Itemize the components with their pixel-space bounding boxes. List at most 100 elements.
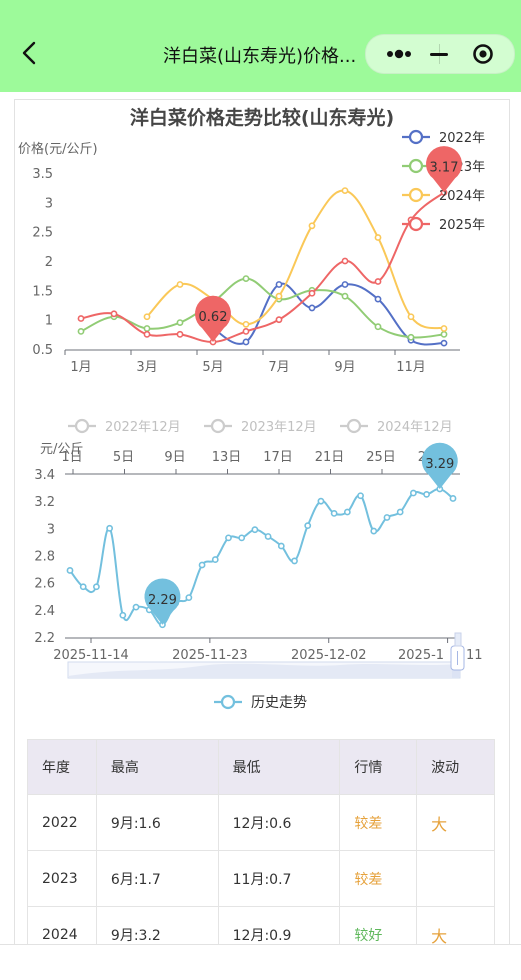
chart2-point bbox=[277, 542, 285, 550]
chart1-point bbox=[143, 325, 151, 332]
chart1-xtick: 9月 bbox=[334, 360, 355, 375]
chart1-point bbox=[143, 330, 151, 338]
chart1-point bbox=[143, 313, 151, 321]
chart1-point bbox=[440, 330, 448, 338]
chart2-bottom-legend[interactable]: 历史走势 bbox=[214, 694, 307, 711]
header-volatility: 波动 bbox=[416, 739, 495, 795]
chart1-xtick: 5月 bbox=[202, 360, 223, 375]
chart2-top-legend[interactable]: 2022年12月 2023年12月 2024年12月 bbox=[68, 418, 453, 435]
chart2-point bbox=[106, 524, 114, 532]
chart2-min-marker-pin bbox=[144, 578, 181, 625]
chart1-point bbox=[374, 278, 382, 285]
chart1-point bbox=[440, 339, 448, 347]
chart2-point bbox=[66, 567, 74, 574]
top-nav-bar: 洋白菜(山东寿光)价格... bbox=[0, 0, 521, 92]
chart2-point bbox=[132, 603, 140, 611]
chart2-ytick: 2.6 bbox=[34, 577, 55, 592]
chart1-point bbox=[308, 289, 316, 297]
chart1-series-line-3 bbox=[80, 191, 445, 343]
chart2-day-tick: 21日 bbox=[315, 450, 345, 465]
chart2-point bbox=[211, 556, 219, 563]
chart2-point bbox=[304, 522, 312, 530]
cell-year: 2022 bbox=[27, 794, 97, 851]
chart2-day-tick: 1日 bbox=[61, 450, 82, 465]
chart2-top-legend-label: 2023年12月 bbox=[241, 420, 317, 435]
chart1-legend-dot bbox=[408, 158, 424, 174]
cell-year: 2023 bbox=[27, 850, 97, 907]
chart2-ylabel: 元/公斤 bbox=[40, 442, 83, 457]
header-trend: 行情 bbox=[339, 739, 418, 795]
data-zoom-slider[interactable] bbox=[67, 632, 465, 679]
chart1-point bbox=[374, 323, 382, 331]
chart1-point bbox=[242, 327, 250, 335]
chart1-point bbox=[407, 333, 415, 341]
chart2-point bbox=[343, 508, 351, 516]
chart1-xtick: 3月 bbox=[136, 360, 157, 375]
cell-high: 9月:1.6 bbox=[95, 794, 219, 851]
chart2-top-legend-dot bbox=[74, 418, 90, 434]
chart1-series-line-2 bbox=[146, 189, 445, 330]
chart1-ytick: 1 bbox=[45, 314, 53, 329]
chart2-max-marker-label: 3.29 bbox=[425, 457, 454, 472]
chart2-ytick: 2.2 bbox=[34, 631, 55, 646]
chart2-date-tick: 2025-11-23 bbox=[172, 648, 248, 663]
close-target-icon[interactable] bbox=[472, 43, 494, 65]
chart1-point bbox=[77, 327, 85, 335]
chart2-point bbox=[449, 495, 457, 502]
chart2-ytick: 2.8 bbox=[34, 550, 55, 565]
chart1-legend-dot bbox=[408, 187, 424, 203]
chart1-ytick: 2.5 bbox=[32, 226, 53, 241]
chart2-min-marker-label: 2.29 bbox=[148, 593, 177, 608]
chart1-point bbox=[242, 275, 250, 282]
cell-trend: 较差 bbox=[339, 794, 418, 851]
chart1-point bbox=[341, 292, 349, 300]
page-title: 洋白菜(山东寿光)价格... bbox=[163, 46, 357, 67]
chart2-top-legend-label: 2024年12月 bbox=[377, 420, 453, 435]
more-dots-icon[interactable] bbox=[380, 45, 424, 63]
cell-volatility bbox=[416, 850, 495, 907]
chart1-legend-dot bbox=[408, 216, 424, 232]
chart1-xtick: 7月 bbox=[268, 360, 289, 375]
chart2-point bbox=[225, 534, 232, 542]
header-year: 年度 bbox=[27, 739, 97, 795]
chart2-point bbox=[317, 497, 325, 505]
chart2-day-tick: 17日 bbox=[263, 450, 293, 465]
chart2-date-tick: 2025-11-14 bbox=[53, 648, 129, 663]
cell-volatility: 大 bbox=[416, 794, 495, 851]
chart1-point bbox=[275, 281, 283, 288]
chart2-axes: 1日5日9日13日17日21日25日29日3.43.232.82.62.42.2… bbox=[34, 450, 482, 663]
chart2-point bbox=[423, 490, 430, 498]
chart1-point bbox=[374, 295, 382, 303]
zoom-handle-top bbox=[454, 632, 462, 647]
chart2-point bbox=[330, 509, 338, 517]
header-low: 最低 bbox=[217, 739, 341, 795]
chart1-point bbox=[176, 281, 184, 288]
chart1-markers: 0.62 3.17 bbox=[195, 146, 463, 342]
chart2-point bbox=[251, 526, 259, 534]
chart1-point bbox=[242, 320, 250, 328]
chart1-point bbox=[308, 222, 316, 230]
back-arrow-icon[interactable] bbox=[18, 40, 44, 66]
chart2-date-tick: 2025-12-02 bbox=[291, 648, 367, 663]
chart1-point bbox=[242, 338, 250, 346]
chart2-point bbox=[396, 508, 404, 516]
cell-low: 12月:0.6 bbox=[217, 794, 341, 851]
chart1-legend-label: 2022年 bbox=[439, 131, 485, 146]
chart1-min-marker-pin bbox=[195, 295, 232, 342]
chart2-legend-dot bbox=[220, 694, 236, 710]
chart1-ytick: 1.5 bbox=[32, 284, 53, 299]
chart2-point bbox=[291, 557, 298, 565]
chart1-ytick: 2 bbox=[45, 255, 53, 270]
chart2-top-legend-label: 2022年12月 bbox=[105, 420, 181, 435]
zoom-preview-area bbox=[68, 663, 460, 677]
chart1-point bbox=[176, 330, 184, 338]
chart1-point bbox=[110, 310, 118, 318]
chart1-legend-label: 2025年 bbox=[439, 218, 485, 233]
chart2-point bbox=[79, 583, 87, 591]
chart1-point bbox=[374, 234, 382, 241]
chart1-ytick: 3 bbox=[45, 196, 53, 211]
chart1-point bbox=[341, 281, 349, 288]
minimize-icon[interactable] bbox=[426, 45, 452, 63]
chart1-min-marker-label: 0.62 bbox=[199, 310, 228, 325]
